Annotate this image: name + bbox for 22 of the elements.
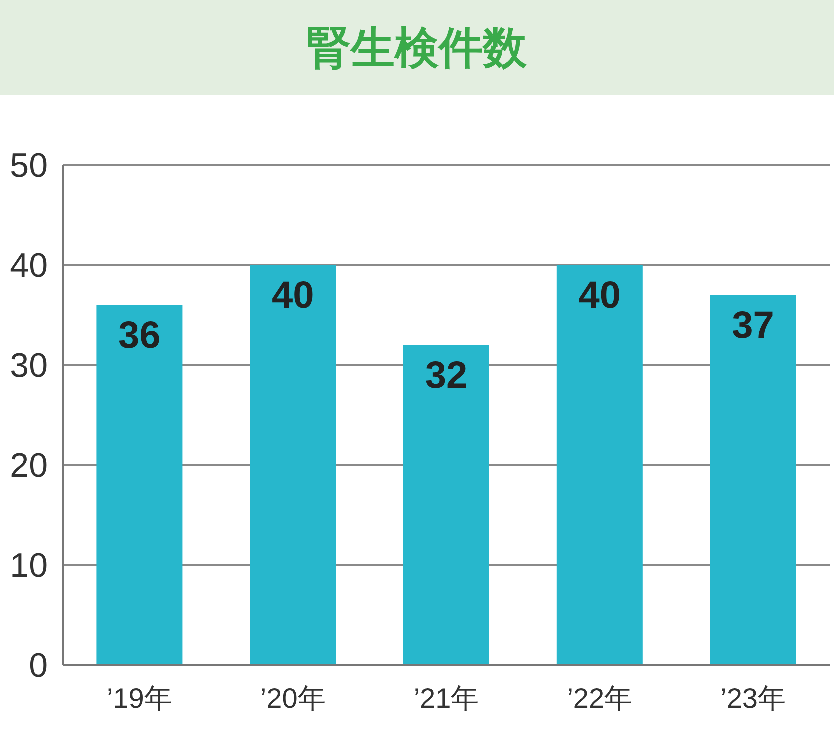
data-label: 40 — [578, 275, 622, 317]
data-label: 36 — [118, 315, 161, 357]
x-tick-label: ’20年 — [260, 683, 326, 714]
data-label: 40 — [272, 275, 314, 317]
y-tick-label: 20 — [10, 447, 48, 485]
y-tick-label: 30 — [10, 347, 48, 385]
data-label: 32 — [425, 355, 468, 397]
bar — [556, 265, 643, 665]
bar — [250, 265, 336, 665]
x-tick-label: ’21年 — [414, 683, 480, 714]
x-tick-label: ’23年 — [720, 683, 786, 714]
data-label: 37 — [732, 305, 774, 347]
y-tick-label: 40 — [10, 247, 48, 285]
bar — [404, 345, 490, 665]
chart-title: 腎生検件数 — [307, 24, 528, 73]
bar — [96, 305, 183, 665]
y-tick-label: 10 — [10, 547, 48, 585]
y-tick-label: 0 — [29, 647, 48, 685]
x-tick-label: ’22年 — [567, 683, 633, 714]
bar — [710, 295, 796, 665]
y-tick-label: 50 — [10, 147, 48, 185]
x-tick-label: ’19年 — [107, 683, 172, 714]
